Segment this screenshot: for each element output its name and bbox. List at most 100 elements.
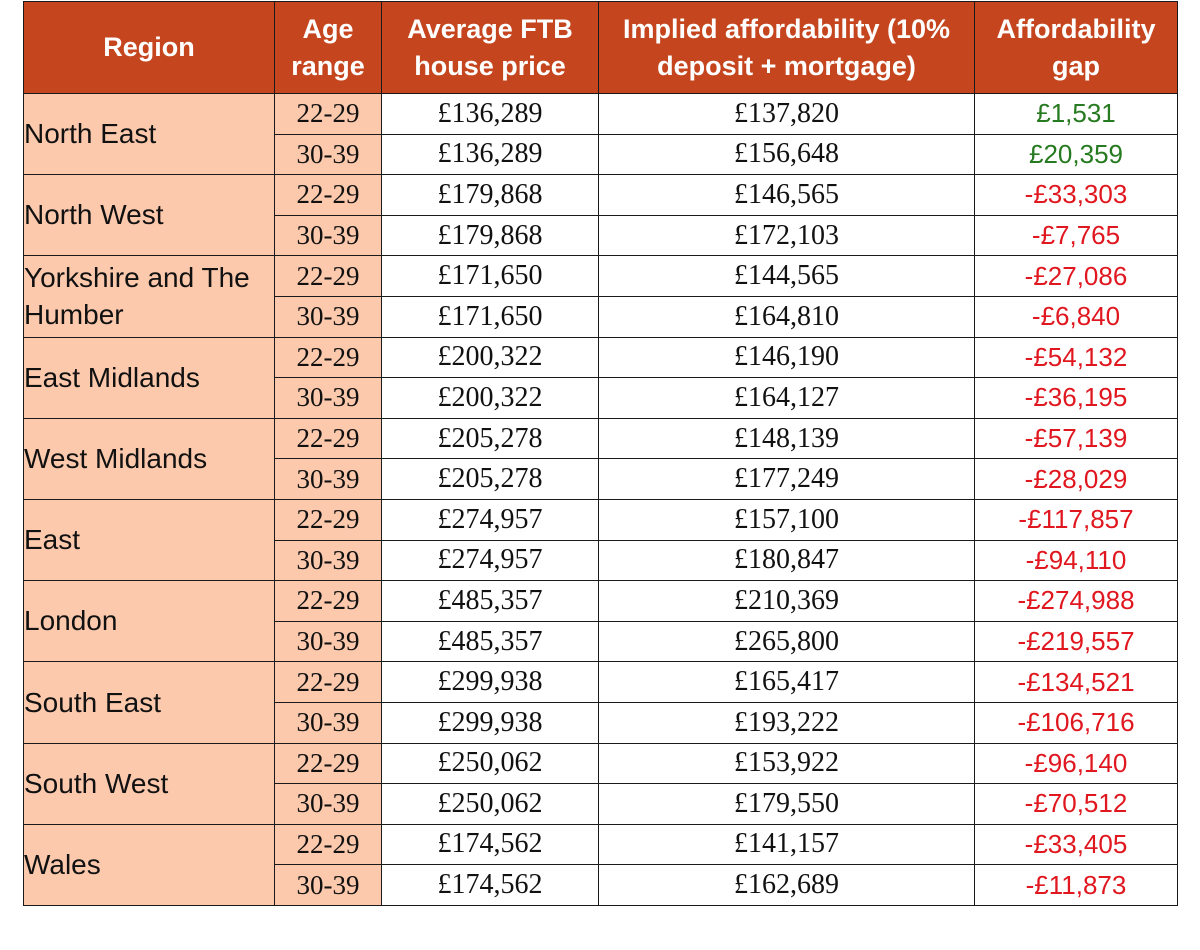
affordability-gap-cell: -£6,840 — [974, 295, 1178, 338]
table-row: South East 22-29 £299,938 £165,417 -£134,521 — [23, 661, 1178, 744]
average-price-cell: £136,289 — [381, 93, 599, 135]
affordability-gap-cell: £20,359 — [974, 133, 1178, 176]
age-range-cell: 22-29 — [274, 498, 382, 541]
header-region: Region — [23, 1, 275, 94]
average-price-cell: £174,562 — [381, 823, 599, 866]
region-name: East Midlands — [23, 336, 275, 419]
implied-affordability-cell: £137,820 — [598, 93, 975, 135]
table-row: 30-39 £299,938 £193,222 -£106,716 — [24, 701, 1178, 744]
table-row: 30-39 £136,289 £156,648 £20,359 — [24, 133, 1178, 176]
age-range-cell: 30-39 — [274, 539, 382, 582]
age-range-cell: 30-39 — [274, 458, 382, 500]
table-row: 30-39 £485,357 £265,800 -£219,557 — [24, 620, 1178, 663]
header-age-range: Age range — [274, 1, 382, 94]
region-name: East — [23, 498, 275, 582]
age-range-cell: 30-39 — [274, 620, 382, 663]
region-name: South West — [23, 742, 275, 825]
region-name: West Midlands — [23, 417, 275, 500]
age-range-cell: 30-39 — [274, 864, 382, 906]
region-name: London — [23, 580, 275, 663]
header-implied-affordability: Implied affordability (10% deposit + mor… — [598, 1, 975, 94]
age-range-cell: 22-29 — [274, 417, 382, 460]
affordability-gap-cell: -£54,132 — [974, 336, 1178, 379]
region-name: North East — [23, 92, 275, 176]
table-row: East 22-29 £274,957 £157,100 -£117,857 — [23, 498, 1178, 582]
table-row: London 22-29 £485,357 £210,369 -£274,988 — [23, 580, 1178, 663]
implied-affordability-cell: £148,139 — [598, 417, 975, 460]
implied-affordability-cell: £156,648 — [598, 133, 975, 176]
table-row: 30-39 £179,868 £172,103 -£7,765 — [24, 214, 1178, 257]
affordability-gap-cell: -£57,139 — [974, 417, 1178, 460]
table-body: North East 22-29 £136,289 £137,820 £1,531 30-… — [23, 92, 1178, 906]
average-price-cell: £179,868 — [381, 214, 599, 257]
average-price-cell: £174,562 — [381, 864, 599, 906]
affordability-gap-cell: £1,531 — [974, 93, 1178, 135]
affordability-gap-cell: -£117,857 — [974, 498, 1178, 541]
table-row: 30-39 £205,278 £177,249 -£28,029 — [24, 458, 1178, 500]
age-range-cell: 22-29 — [274, 336, 382, 379]
implied-affordability-cell: £146,190 — [598, 336, 975, 379]
average-price-cell: £250,062 — [381, 742, 599, 785]
affordability-gap-cell: -£36,195 — [974, 377, 1178, 419]
age-range-cell: 22-29 — [274, 174, 382, 216]
age-range-cell: 30-39 — [274, 701, 382, 744]
affordability-gap-cell: -£219,557 — [974, 620, 1178, 663]
affordability-gap-cell: -£27,086 — [974, 255, 1178, 297]
implied-affordability-cell: £180,847 — [598, 539, 975, 582]
affordability-gap-cell: -£70,512 — [974, 783, 1178, 825]
affordability-gap-cell: -£11,873 — [974, 864, 1178, 906]
average-price-cell: £171,650 — [381, 295, 599, 338]
region-name: Wales — [23, 823, 275, 906]
age-range-cell: 30-39 — [274, 783, 382, 825]
affordability-gap-cell: -£7,765 — [974, 214, 1178, 257]
average-price-cell: £299,938 — [381, 661, 599, 703]
age-range-cell: 30-39 — [274, 214, 382, 257]
affordability-table: Region Age range Average FTB house price… — [23, 1, 1178, 906]
implied-affordability-cell: £146,565 — [598, 174, 975, 216]
affordability-gap-cell: -£274,988 — [974, 580, 1178, 622]
implied-affordability-cell: £210,369 — [598, 580, 975, 622]
table-row: 30-39 £171,650 £164,810 -£6,840 — [24, 295, 1178, 338]
age-range-cell: 22-29 — [274, 823, 382, 866]
age-range-cell: 30-39 — [274, 133, 382, 176]
table-row: 30-39 £174,562 £162,689 -£11,873 — [24, 864, 1178, 906]
age-range-cell: 30-39 — [274, 295, 382, 338]
header-average-ftb-price: Average FTB house price — [381, 1, 599, 94]
implied-affordability-cell: £162,689 — [598, 864, 975, 906]
region-name: North West — [23, 174, 275, 257]
average-price-cell: £200,322 — [381, 377, 599, 419]
average-price-cell: £250,062 — [381, 783, 599, 825]
table-header-row: Region Age range Average FTB house price… — [23, 1, 1178, 94]
average-price-cell: £299,938 — [381, 701, 599, 744]
table-row: East Midlands 22-29 £200,322 £146,190 -£54,1… — [23, 336, 1178, 419]
table-row: North East 22-29 £136,289 £137,820 £1,531 — [23, 92, 1178, 176]
implied-affordability-cell: £165,417 — [598, 661, 975, 703]
affordability-gap-cell: -£33,405 — [974, 823, 1178, 866]
table-row: West Midlands 22-29 £205,278 £148,139 -£57,1… — [23, 417, 1178, 500]
age-range-cell: 22-29 — [274, 93, 382, 135]
average-price-cell: £274,957 — [381, 539, 599, 582]
table-row: North West 22-29 £179,868 £146,565 -£33,303 — [23, 174, 1178, 257]
implied-affordability-cell: £164,810 — [598, 295, 975, 338]
region-name: South East — [23, 661, 275, 744]
affordability-gap-cell: -£134,521 — [974, 661, 1178, 703]
average-price-cell: £136,289 — [381, 133, 599, 176]
age-range-cell: 22-29 — [274, 255, 382, 297]
average-price-cell: £274,957 — [381, 498, 599, 541]
average-price-cell: £205,278 — [381, 417, 599, 460]
header-affordability-gap: Affordability gap — [974, 1, 1178, 94]
average-price-cell: £171,650 — [381, 255, 599, 297]
affordability-gap-cell: -£28,029 — [974, 458, 1178, 500]
average-price-cell: £179,868 — [381, 174, 599, 216]
average-price-cell: £485,357 — [381, 580, 599, 622]
age-range-cell: 22-29 — [274, 661, 382, 703]
table-row: Yorkshire and The Humber 22-29 £171,650 £14… — [23, 255, 1178, 338]
implied-affordability-cell: £172,103 — [598, 214, 975, 257]
age-range-cell: 30-39 — [274, 377, 382, 419]
region-name: Yorkshire and The Humber — [23, 255, 275, 338]
implied-affordability-cell: £193,222 — [598, 701, 975, 744]
age-range-cell: 22-29 — [274, 580, 382, 622]
affordability-gap-cell: -£106,716 — [974, 701, 1178, 744]
implied-affordability-cell: £179,550 — [598, 783, 975, 825]
average-price-cell: £485,357 — [381, 620, 599, 663]
